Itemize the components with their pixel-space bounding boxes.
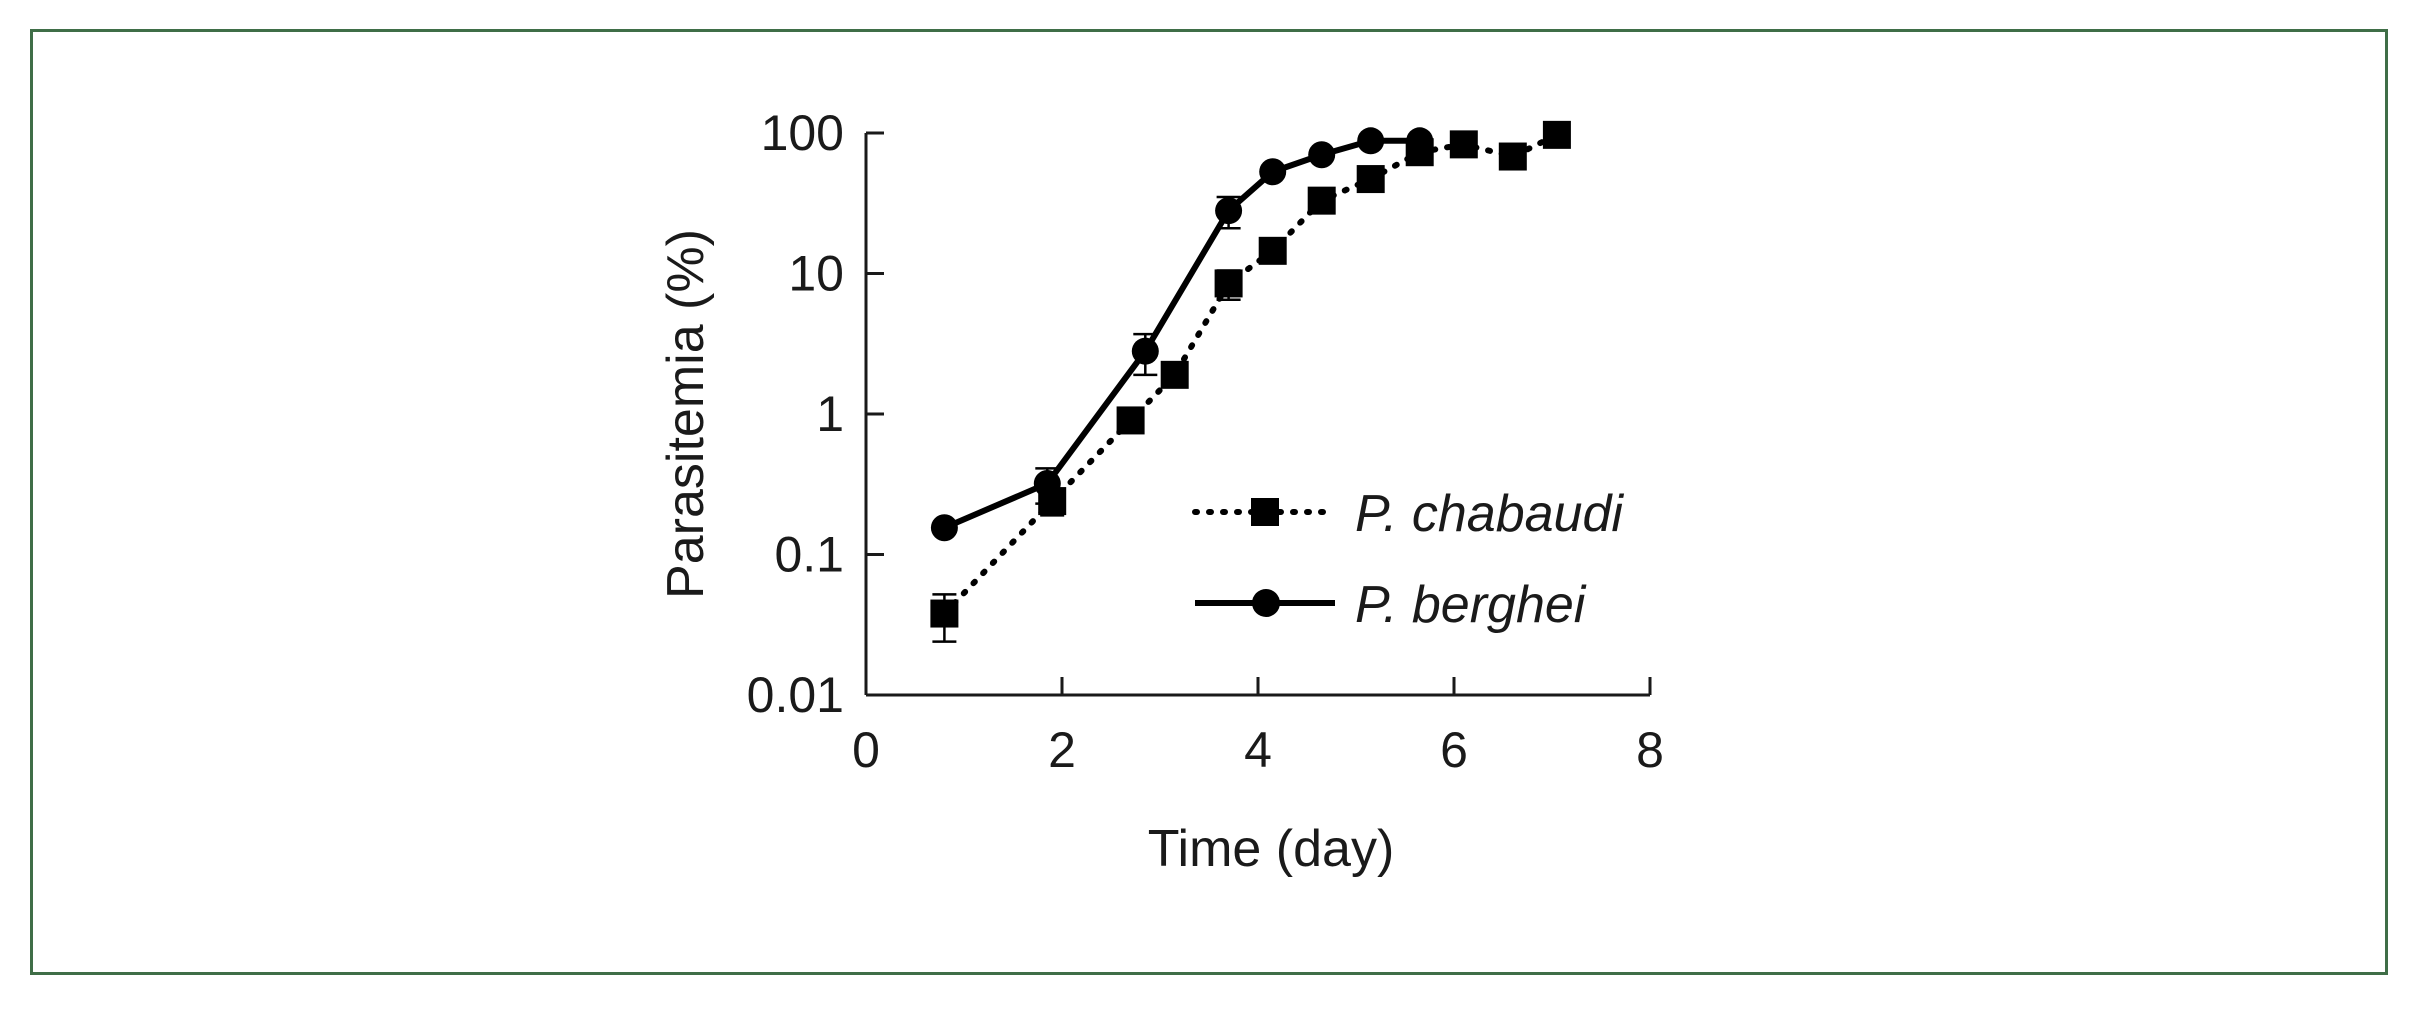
- x-tick-label: 0: [852, 722, 880, 778]
- data-point-circle: [1259, 158, 1287, 186]
- x-tick-label: 4: [1244, 722, 1272, 778]
- series-p-berghei: [930, 127, 1434, 542]
- data-point-circle: [1215, 197, 1243, 225]
- data-point-square: [1356, 165, 1385, 194]
- data-point-square: [1160, 360, 1189, 389]
- data-point-square: [1214, 269, 1243, 298]
- data-point-square: [1542, 120, 1571, 149]
- legend-marker-square: [1251, 498, 1279, 526]
- series-line: [943, 137, 1420, 531]
- series-layer: [930, 120, 1571, 643]
- y-axis-title: Parasitemia (%): [657, 229, 715, 599]
- data-point-circle: [1406, 127, 1434, 155]
- y-ticks: 0.01 0.1 1 10 100: [747, 105, 884, 723]
- data-point-square: [930, 599, 959, 628]
- x-tick-label: 8: [1636, 722, 1664, 778]
- data-point-circle: [1033, 470, 1061, 498]
- x-tick-label: 6: [1440, 722, 1468, 778]
- data-point-circle: [1357, 127, 1385, 155]
- data-point-square: [1498, 142, 1527, 171]
- figure-frame: [30, 29, 2388, 975]
- data-point-square: [1307, 186, 1336, 215]
- legend-marker-circle: [1252, 589, 1280, 617]
- legend-label-p-berghei: P. berghei: [1355, 576, 1587, 634]
- x-axis-title: Time (day): [1148, 820, 1395, 878]
- legend: P. chabaudi P. berghei: [1192, 485, 1624, 634]
- y-tick-label: 100: [761, 105, 844, 161]
- data-point-square: [1258, 236, 1287, 265]
- x-tick-label: 2: [1048, 722, 1076, 778]
- y-tick-label: 0.1: [774, 527, 844, 583]
- data-point-square: [1116, 406, 1145, 435]
- series-p-chabaudi: [930, 120, 1571, 643]
- data-point-square: [1449, 130, 1478, 159]
- x-ticks: 0 2 4 6 8: [852, 677, 1664, 778]
- y-tick-label: 10: [788, 246, 844, 302]
- y-tick-label: 1: [816, 386, 844, 442]
- y-tick-label: 0.01: [747, 667, 844, 723]
- legend-label-p-chabaudi: P. chabaudi: [1355, 485, 1624, 543]
- data-point-circle: [930, 514, 958, 542]
- data-point-circle: [1131, 337, 1159, 365]
- data-point-circle: [1308, 141, 1336, 169]
